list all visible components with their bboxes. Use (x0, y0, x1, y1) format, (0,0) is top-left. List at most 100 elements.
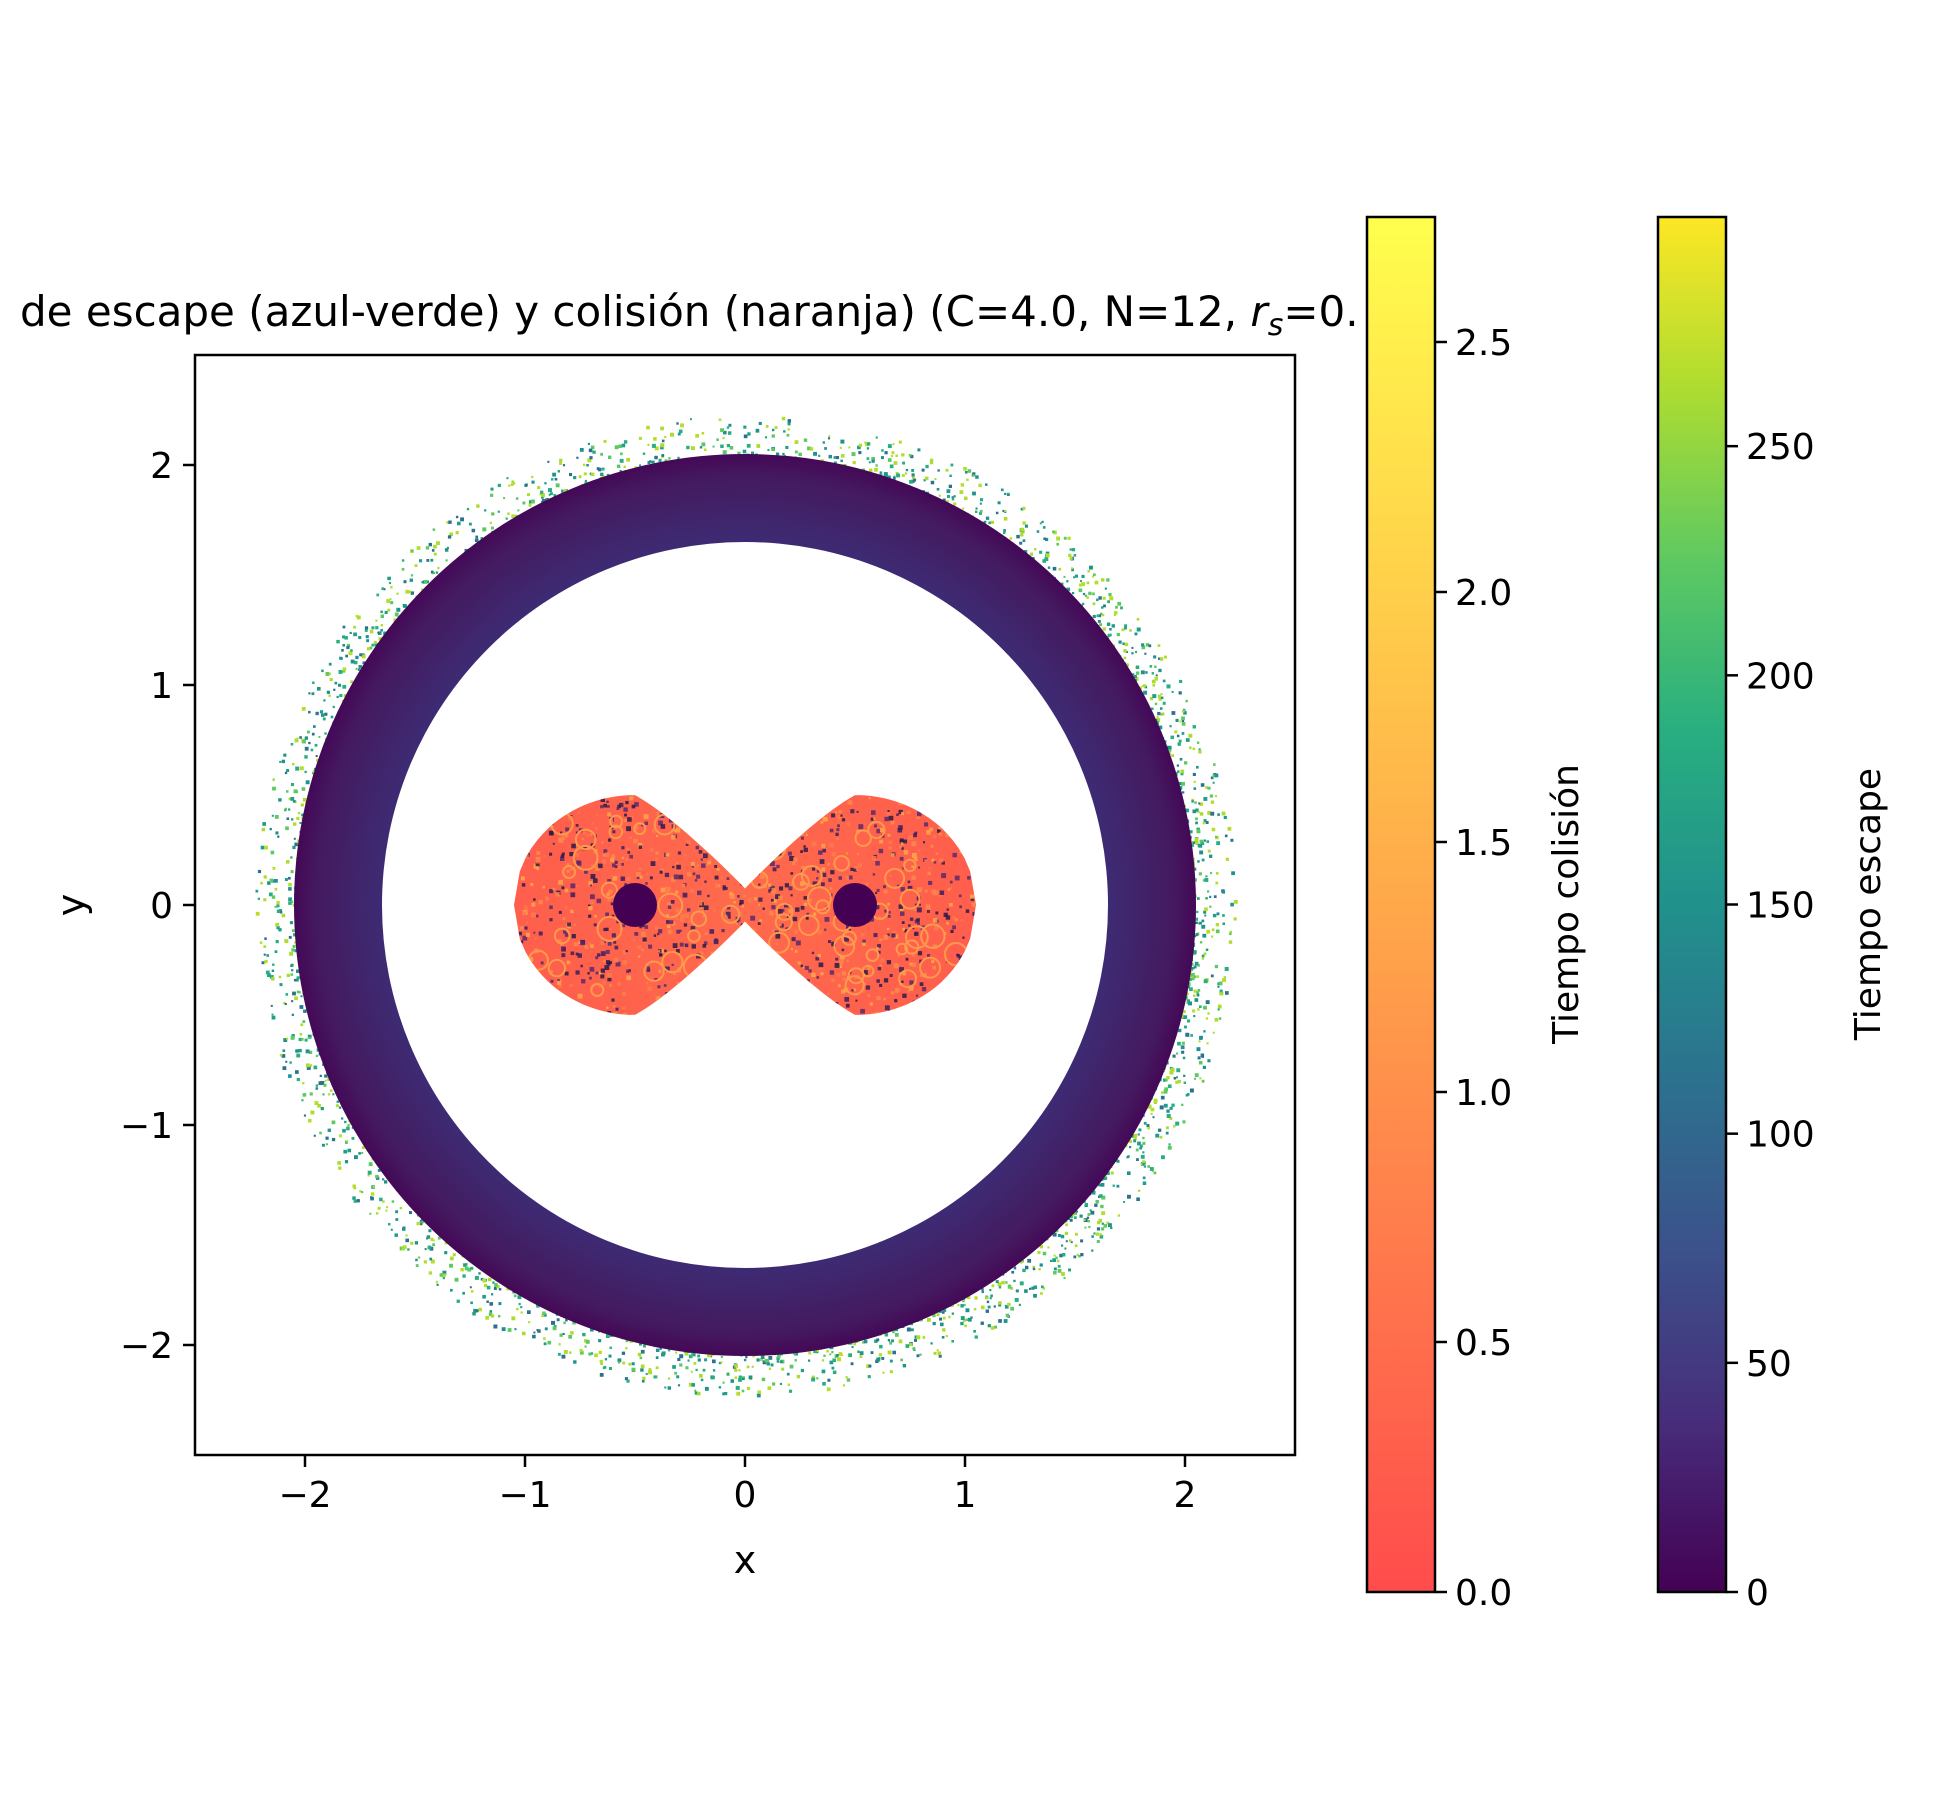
collision-speckle (622, 1006, 626, 1010)
collision-speckle (680, 913, 685, 918)
collision-speckle (818, 962, 824, 968)
escape-fringe-point (1014, 1297, 1019, 1302)
escape-fringe-point (1003, 529, 1006, 532)
escape-fringe-point (367, 1170, 372, 1175)
escape-fringe-point (542, 1311, 546, 1315)
escape-fringe-point (1183, 711, 1187, 715)
escape-fringe-point (690, 1370, 693, 1373)
escape-fringe-point (292, 800, 296, 803)
collision-speckle (696, 1009, 701, 1014)
escape-fringe-point (878, 1353, 883, 1357)
collision-speckle (643, 940, 647, 944)
collision-speckle (667, 902, 672, 908)
escape-fringe-point (341, 1117, 344, 1120)
collision-speckle (589, 833, 593, 836)
collision-speckle (831, 852, 837, 857)
escape-fringe-point (1205, 1017, 1208, 1020)
collision-speckle (933, 799, 938, 804)
collision-speckle (622, 992, 626, 996)
escape-fringe-point (1180, 769, 1185, 774)
escape-fringe-point (1158, 1128, 1162, 1132)
x-tick-label: 2 (1174, 1475, 1197, 1516)
collision-speckle (952, 925, 956, 930)
escape-fringe-point (1136, 618, 1140, 621)
escape-fringe-point (433, 552, 437, 556)
escape-fringe-point (828, 435, 831, 438)
escape-fringe-point (563, 1350, 568, 1354)
escape-fringe-point (1202, 1065, 1206, 1069)
escape-fringe-point (936, 1313, 940, 1317)
collision-speckle (933, 803, 937, 807)
collision-speckle (536, 809, 541, 814)
escape-fringe-point (1071, 567, 1074, 570)
escape-fringe-point (957, 1304, 960, 1307)
collision-speckle (935, 890, 939, 894)
escape-fringe-point (319, 1131, 322, 1135)
collision-speckle (676, 1001, 679, 1004)
escape-fringe-point (908, 454, 912, 457)
escape-fringe-point (1011, 1270, 1015, 1274)
collision-speckle (828, 940, 831, 944)
escape-fringe-point (1211, 928, 1215, 932)
collision-speckle (766, 1005, 770, 1009)
collision-speckle (834, 963, 840, 968)
escape-fringe-point (1179, 679, 1183, 683)
escape-fringe-point (310, 1110, 315, 1115)
collision-speckle (835, 832, 839, 836)
collision-speckle (660, 868, 664, 873)
collision-speckle (519, 797, 524, 802)
escape-fringe-point (822, 1382, 826, 1386)
collision-ring-mark (774, 913, 793, 932)
collision-speckle (645, 982, 649, 985)
collision-speckle (611, 854, 616, 859)
collision-speckle (664, 872, 670, 878)
escape-fringe-point (436, 1283, 439, 1286)
collision-speckle (770, 842, 776, 848)
escape-fringe-point (789, 1389, 793, 1393)
escape-fringe-point (551, 1320, 555, 1325)
escape-fringe-point (1131, 646, 1134, 649)
collision-speckle (525, 999, 529, 1003)
collision-speckle (958, 1003, 963, 1008)
collision-speckle (892, 930, 897, 936)
escape-fringe-point (1007, 493, 1010, 496)
collision-speckle (675, 917, 678, 920)
collision-speckle (651, 828, 656, 833)
escape-fringe-point (718, 1361, 722, 1365)
escape-fringe-point (317, 1103, 321, 1108)
collision-speckle (666, 920, 670, 924)
collision-speckle (959, 850, 963, 854)
collision-speckle (525, 826, 528, 830)
escape-fringe-point (840, 439, 845, 444)
escape-fringe-point (1188, 977, 1192, 981)
escape-fringe-point (285, 1060, 288, 1063)
escape-fringe-point (426, 559, 430, 562)
collision-speckle (812, 881, 818, 887)
collision-speckle (565, 1009, 570, 1014)
escape-fringe-point (868, 461, 871, 464)
collision-speckle (774, 818, 777, 821)
escape-fringe-point (590, 445, 595, 450)
collision-speckle (703, 941, 708, 945)
escape-fringe-point (1203, 1030, 1206, 1033)
escape-fringe-point (342, 644, 345, 647)
collision-speckle (839, 965, 843, 968)
collision-speckle (612, 1004, 616, 1008)
title-r: r (1250, 287, 1270, 336)
collision-speckle (658, 929, 663, 934)
escape-fringe-point (501, 1327, 506, 1332)
escape-fringe-point (1022, 539, 1026, 542)
escape-fringe-point (949, 474, 952, 477)
collision-speckle (608, 838, 612, 842)
escape-fringe-point (617, 1358, 622, 1363)
escape-fringe-point (367, 1174, 370, 1177)
collision-speckle (660, 795, 663, 798)
collision-speckle (740, 883, 743, 886)
collision-speckle (719, 809, 723, 813)
escape-fringe-point (1205, 875, 1208, 878)
escape-fringe-point (1205, 897, 1208, 900)
escape-fringe-point (426, 1235, 431, 1239)
collision-speckle (580, 799, 583, 803)
escape-fringe-point (1197, 964, 1200, 967)
escape-fringe-point (1180, 772, 1184, 776)
